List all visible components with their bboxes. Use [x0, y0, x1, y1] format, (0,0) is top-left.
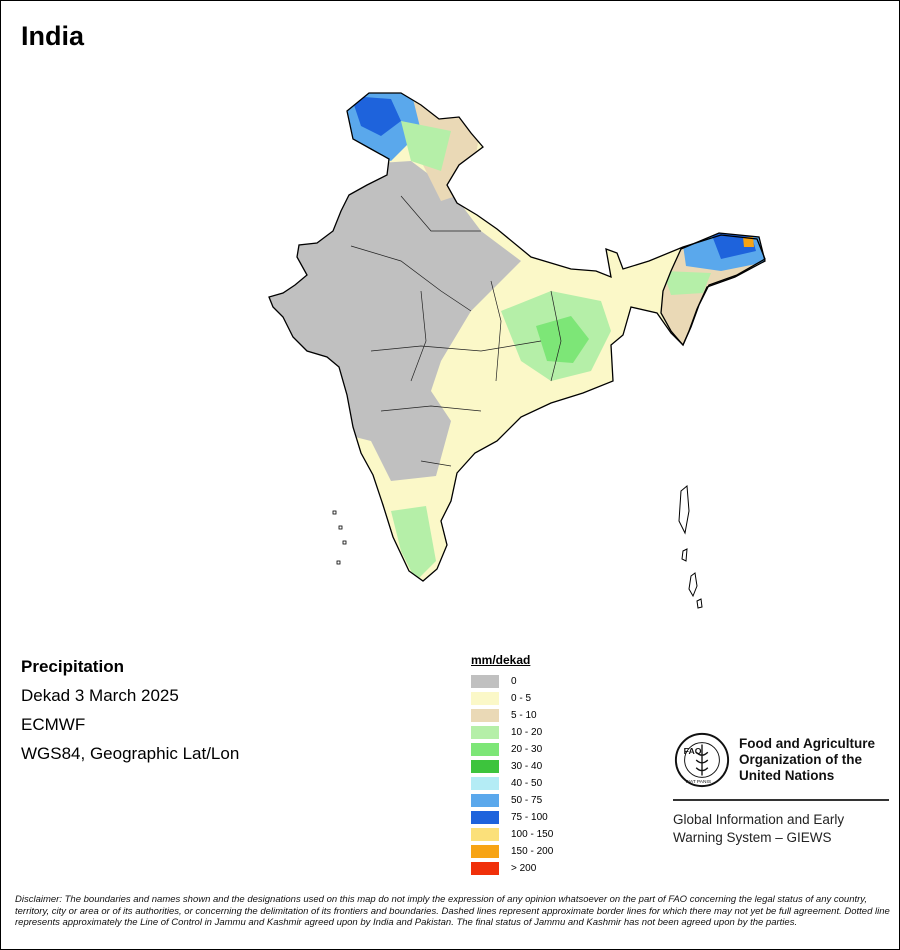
fao-emblem-icon: FAO FIAT PANIS [674, 732, 730, 788]
legend-swatch [471, 743, 499, 756]
legend-item: 30 - 40 [471, 758, 611, 775]
precipitation-map [268, 92, 766, 609]
zone-moderate-assam [663, 271, 711, 295]
legend-swatch [471, 726, 499, 739]
legend-swatch [471, 794, 499, 807]
info-source: ECMWF [21, 715, 86, 734]
legend-item: 150 - 200 [471, 843, 611, 860]
info-heading: Precipitation [21, 657, 124, 676]
zone-moderate-kashmir [401, 121, 451, 171]
legend-label: 75 - 100 [511, 812, 548, 823]
legend-rows: 0 0 - 5 5 - 10 10 - 20 20 - 30 30 - 40 40 - 50… [471, 673, 611, 877]
legend: mm/dekad 0 0 - 5 5 - 10 10 - 20 20 - 30 30 - … [471, 653, 611, 877]
fao-name-line-3: United Nations [739, 768, 835, 783]
map-title: India [21, 21, 85, 51]
zone-heavy-east [536, 316, 589, 363]
legend-swatch [471, 692, 499, 705]
legend-label: 0 [511, 676, 517, 687]
legend-swatch [471, 811, 499, 824]
legend-unit: mm/dekad [471, 653, 531, 667]
legend-label: 40 - 50 [511, 778, 543, 789]
zone-peak-arunachal [743, 237, 754, 247]
legend-item: 0 - 5 [471, 690, 611, 707]
legend-swatch [471, 845, 499, 858]
legend-item: > 200 [471, 860, 611, 877]
legend-label: 0 - 5 [511, 693, 532, 704]
info-period: Dekad 3 March 2025 [21, 686, 179, 705]
map-info: Precipitation Dekad 3 March 2025 ECMWF W… [21, 657, 381, 773]
fao-name-line-1: Food and Agriculture [739, 736, 875, 751]
legend-label: 20 - 30 [511, 744, 543, 755]
legend-label: 30 - 40 [511, 761, 543, 772]
disclaimer: Disclaimer: The boundaries and names sho… [15, 894, 890, 928]
legend-item: 0 [471, 673, 611, 690]
legend-swatch [471, 828, 499, 841]
info-projection: WGS84, Geographic Lat/Lon [21, 744, 240, 763]
giews-label: Global Information and Early Warning Sys… [673, 811, 889, 847]
legend-label: > 200 [511, 863, 537, 874]
giews-line-1: Global Information and Early [673, 812, 845, 827]
legend-item: 50 - 75 [471, 792, 611, 809]
fao-emblem-letters: FAO [684, 746, 702, 756]
legend-item: 100 - 150 [471, 826, 611, 843]
giews-line-2: Warning System – GIEWS [673, 830, 832, 845]
legend-swatch [471, 862, 499, 875]
fao-emblem-motto: FIAT PANIS [686, 779, 712, 785]
legend-item: 10 - 20 [471, 724, 611, 741]
zone-very-wet-kashmir [351, 96, 401, 136]
fao-branding: FAO FIAT PANIS Food and Agriculture Orga… [673, 731, 889, 847]
india-border [268, 92, 766, 582]
legend-label: 10 - 20 [511, 727, 543, 738]
legend-item: 20 - 30 [471, 741, 611, 758]
andaman-nicobar-islands [678, 484, 703, 609]
legend-swatch [471, 777, 499, 790]
northeast-border [660, 232, 766, 347]
state-boundaries [350, 195, 562, 467]
legend-swatch [471, 675, 499, 688]
legend-item: 75 - 100 [471, 809, 611, 826]
fao-divider [673, 799, 889, 801]
legend-label: 5 - 10 [511, 710, 537, 721]
legend-item: 40 - 50 [471, 775, 611, 792]
legend-swatch [471, 709, 499, 722]
fao-name: Food and Agriculture Organization of the… [739, 736, 875, 784]
legend-label: 100 - 150 [511, 829, 554, 840]
legend-label: 50 - 75 [511, 795, 543, 806]
legend-label: 150 - 200 [511, 846, 554, 857]
legend-item: 5 - 10 [471, 707, 611, 724]
fao-name-line-2: Organization of the [739, 752, 862, 767]
zone-moderate-southwest [391, 506, 436, 581]
lakshadweep-islands [332, 510, 347, 565]
legend-swatch [471, 760, 499, 773]
